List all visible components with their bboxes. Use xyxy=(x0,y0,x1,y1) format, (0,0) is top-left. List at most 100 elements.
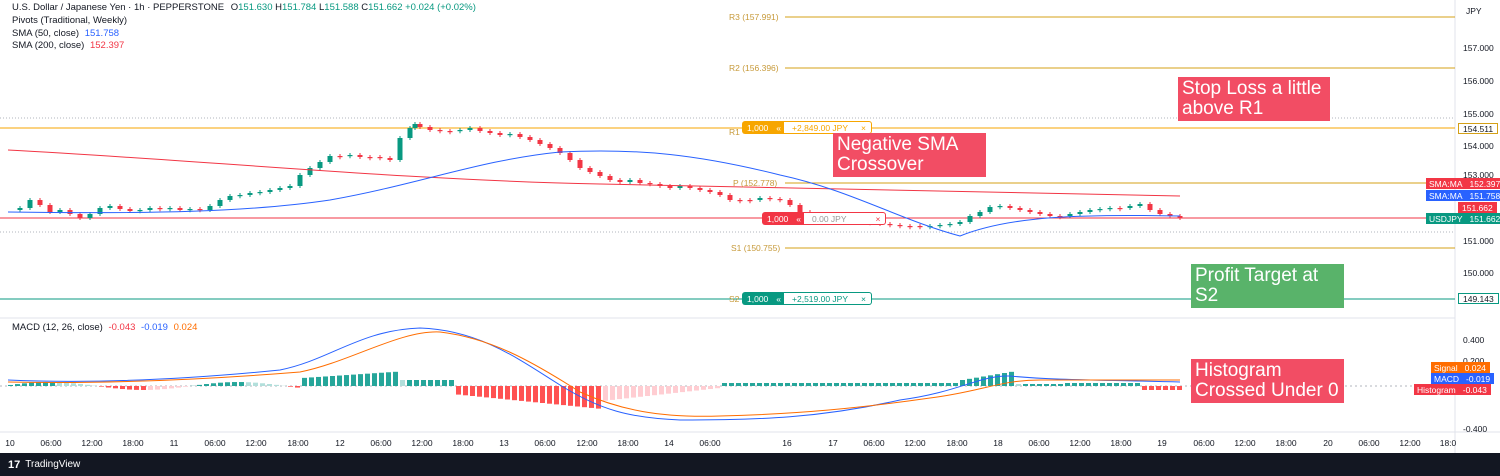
r1-price-tag: 154.511 xyxy=(1458,123,1499,134)
time-tick: 06:00 xyxy=(1028,438,1050,448)
sma200-legend[interactable]: SMA (200, close) 152.397 xyxy=(12,40,124,51)
time-tick: 18:00 xyxy=(1275,438,1297,448)
hist-tag-name: Histogram xyxy=(1414,384,1459,395)
time-tick: 18:0 xyxy=(1439,438,1457,448)
close-icon[interactable]: × xyxy=(870,212,887,225)
last-price: 151.662 xyxy=(1458,202,1497,213)
high-value: 151.784 xyxy=(282,2,317,13)
time-tick: 12:00 xyxy=(1069,438,1091,448)
reverse-arrow-icon[interactable]: « xyxy=(793,212,805,225)
sma200-label: SMA (200, close) xyxy=(12,40,85,51)
time-tick: 18:00 xyxy=(946,438,968,448)
pivot-s1-label: S1 (150.755) xyxy=(731,243,781,253)
sma50-tag-price: 151.758 xyxy=(1465,190,1500,201)
order-pnl: +2,519.00 JPY xyxy=(784,292,857,305)
close-icon[interactable]: × xyxy=(856,292,872,305)
time-tick: 06:00 xyxy=(863,438,885,448)
macd-tick: 0.400 xyxy=(1463,335,1485,345)
low-value: 151.588 xyxy=(324,2,359,13)
change-value: +0.024 (+0.02%) xyxy=(405,2,476,13)
time-tick: 06:00 xyxy=(1193,438,1215,448)
time-tick: 17 xyxy=(828,438,838,448)
time-tick: 06:00 xyxy=(40,438,62,448)
time-tick: 10 xyxy=(5,438,15,448)
close-label: C xyxy=(361,2,369,13)
sma50-value: 151.758 xyxy=(84,28,120,39)
currency-label: JPY xyxy=(1466,6,1482,16)
sma200-value: 152.397 xyxy=(89,40,125,51)
time-tick: 11 xyxy=(169,438,179,448)
macd-macd-tag: MACD -0.019 xyxy=(1431,373,1495,384)
time-tick: 18:00 xyxy=(287,438,309,448)
time-tick: 16 xyxy=(782,438,792,448)
sma200-price-tag: SMA:MA 152.397 xyxy=(1426,178,1500,189)
time-tick: 18:00 xyxy=(1110,438,1132,448)
bottom-bar: 17 TradingView xyxy=(0,453,1500,476)
s2-price-tag: 149.143 xyxy=(1458,293,1499,304)
order-qty: 1,000 xyxy=(742,121,774,134)
macd-legend[interactable]: MACD (12, 26, close) -0.043 -0.019 0.024 xyxy=(12,322,197,333)
open-value: 151.630 xyxy=(238,2,273,13)
macd-signal-tag: Signal 0.024 xyxy=(1431,362,1490,373)
order-pnl: +2,849.00 JPY xyxy=(784,121,857,134)
time-tick: 12 xyxy=(335,438,345,448)
price-tick: 155.000 xyxy=(1463,109,1494,119)
price-tick: 151.000 xyxy=(1463,236,1494,246)
macd-tick: -0.400 xyxy=(1463,424,1488,434)
time-tick: 06:00 xyxy=(534,438,556,448)
time-tick: 12:00 xyxy=(904,438,926,448)
order-take-profit-top[interactable]: 1,000 « +2,849.00 JPY × xyxy=(742,121,872,134)
pivot-s2-label: S2 xyxy=(729,294,740,304)
order-entry[interactable]: 1,000 « 0.00 JPY × xyxy=(762,212,887,225)
sma50-legend[interactable]: SMA (50, close) 151.758 xyxy=(12,28,119,39)
order-take-profit-bottom[interactable]: 1,000 « +2,519.00 JPY × xyxy=(742,292,872,305)
macd-tick: 0.200 xyxy=(1463,356,1485,366)
time-tick: 12:00 xyxy=(1234,438,1256,448)
price-tick: 154.000 xyxy=(1463,141,1494,151)
low-label: L xyxy=(318,2,325,13)
reverse-arrow-icon[interactable]: « xyxy=(773,292,785,305)
sma50-label: SMA (50, close) xyxy=(12,28,80,39)
time-tick: 18 xyxy=(993,438,1003,448)
macd-label: MACD (12, 26, close) xyxy=(12,322,103,333)
open-label: O xyxy=(230,2,239,13)
time-tick: 14 xyxy=(664,438,674,448)
time-tick: 12:00 xyxy=(81,438,103,448)
signal-tag-value: 0.024 xyxy=(1460,362,1490,373)
time-tick: 13 xyxy=(499,438,509,448)
time-tick: 20 xyxy=(1323,438,1333,448)
order-qty: 1,000 xyxy=(742,292,774,305)
time-tick: 12:00 xyxy=(411,438,433,448)
price-tick: 157.000 xyxy=(1463,43,1494,53)
high-label: H xyxy=(275,2,282,13)
annotation-stop-loss[interactable]: Stop Loss a little above R1 xyxy=(1178,77,1330,121)
r1-price: 154.511 xyxy=(1458,123,1499,134)
s2-price: 149.143 xyxy=(1458,293,1499,304)
macd-hist-value: -0.043 xyxy=(108,322,136,333)
macd-tag-name: MACD xyxy=(1431,373,1463,384)
macd-tag-value: -0.019 xyxy=(1462,373,1495,384)
symbol-price-tag: USDJPY 151.662 xyxy=(1426,213,1500,224)
symbol-title: U.S. Dollar / Japanese Yen · 1h · PEPPER… xyxy=(12,2,225,13)
annotation-negative-sma[interactable]: Negative SMA Crossover xyxy=(833,133,986,177)
symbol-tag-name: USDJPY xyxy=(1426,213,1466,224)
reverse-arrow-icon[interactable]: « xyxy=(773,121,785,134)
time-tick: 06:00 xyxy=(370,438,392,448)
pivot-r1-label: R1 xyxy=(729,127,740,137)
brand-name[interactable]: TradingView xyxy=(25,459,81,470)
time-tick: 06:00 xyxy=(204,438,226,448)
time-tick: 12:00 xyxy=(245,438,267,448)
macd-macd-value: -0.019 xyxy=(141,322,168,333)
sma50-tag-name: SMA:MA xyxy=(1426,190,1466,201)
symbol-tag-price: 151.662 xyxy=(1465,213,1500,224)
time-tick: 06:00 xyxy=(699,438,721,448)
pivot-r3-label: R3 (157.991) xyxy=(729,12,779,22)
annotation-profit-target[interactable]: Profit Target at S2 xyxy=(1191,264,1344,308)
time-tick: 12:00 xyxy=(1399,438,1421,448)
tradingview-logo-icon[interactable]: 17 xyxy=(8,458,21,471)
last-price-tag: 151.662 xyxy=(1458,202,1497,213)
annotation-histogram[interactable]: Histogram Crossed Under 0 xyxy=(1191,359,1344,403)
sma200-tag-name: SMA:MA xyxy=(1426,178,1466,189)
pivots-legend[interactable]: Pivots (Traditional, Weekly) xyxy=(12,15,128,26)
sma200-tag-price: 152.397 xyxy=(1465,178,1500,189)
